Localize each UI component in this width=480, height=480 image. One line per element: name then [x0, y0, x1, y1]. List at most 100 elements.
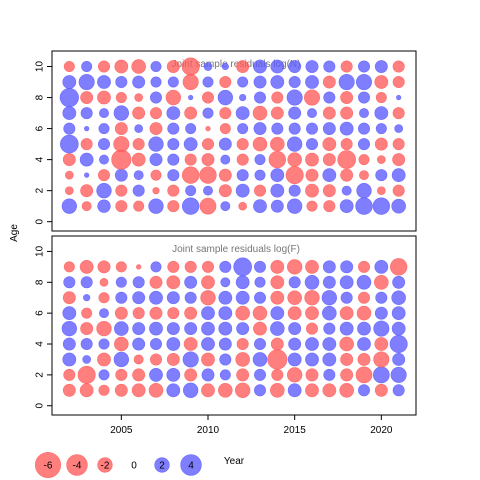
- residual-bubble: [304, 290, 320, 306]
- residual-bubble: [152, 187, 160, 195]
- y-tick-label: 2: [35, 372, 46, 378]
- residual-bubble: [63, 61, 75, 73]
- residual-bubble: [219, 369, 231, 381]
- residual-bubble: [220, 201, 231, 212]
- residual-bubble: [236, 153, 249, 166]
- residual-bubble: [340, 91, 354, 105]
- residual-bubble: [305, 122, 318, 135]
- residual-bubble: [181, 197, 200, 215]
- residual-bubble: [61, 198, 77, 214]
- residual-bubble: [254, 368, 267, 381]
- residual-bubble: [98, 123, 110, 135]
- residual-bubble: [357, 91, 370, 104]
- residual-bubble: [79, 152, 94, 167]
- residual-bubble: [201, 275, 215, 290]
- residual-bubble: [114, 383, 128, 397]
- residual-bubble: [359, 108, 369, 119]
- residual-bubble: [99, 154, 109, 165]
- residual-bubble: [150, 61, 162, 73]
- residual-bubble: [305, 322, 318, 335]
- residual-bubble: [254, 169, 266, 181]
- residual-bubble: [150, 169, 162, 181]
- residual-bubble: [166, 368, 181, 382]
- residual-bubble: [150, 107, 163, 120]
- residual-bubble: [305, 60, 319, 73]
- residual-bubble: [375, 123, 387, 135]
- residual-bubble: [374, 106, 389, 120]
- residual-bubble: [236, 322, 250, 336]
- residual-bubble: [270, 136, 285, 152]
- residual-bubble: [218, 321, 233, 336]
- residual-bubble: [323, 60, 336, 73]
- residual-bubble: [322, 75, 336, 89]
- residual-bubble: [239, 93, 247, 102]
- residual-bubble: [339, 336, 354, 352]
- residual-bubble: [167, 169, 180, 182]
- residual-bubble: [131, 383, 146, 398]
- residual-bubble: [270, 75, 285, 89]
- residual-bubble: [339, 321, 354, 336]
- residual-bubble: [340, 60, 353, 73]
- residual-bubble: [285, 166, 304, 185]
- residual-bubble: [235, 106, 250, 120]
- residual-bubble: [305, 368, 319, 382]
- residual-bubble: [113, 136, 130, 153]
- residual-bubble: [391, 168, 406, 183]
- residual-bubble: [114, 336, 129, 352]
- residual-bubble: [218, 383, 233, 398]
- residual-bubble: [165, 89, 181, 106]
- residual-bubble: [62, 106, 77, 120]
- residual-bubble: [323, 91, 336, 104]
- y-tick-label: 8: [35, 94, 46, 100]
- residual-bubble: [322, 168, 337, 183]
- residual-bubble: [270, 275, 285, 290]
- panel-title: Joint sample residuals log(F): [172, 244, 300, 255]
- residual-bubble: [271, 91, 284, 104]
- residual-bubble: [166, 291, 180, 305]
- residual-bubble: [322, 260, 336, 274]
- residual-bubble: [322, 184, 336, 198]
- residual-bubble: [182, 74, 199, 91]
- residual-bubble: [203, 185, 213, 196]
- y-tick-label: 2: [35, 187, 46, 193]
- residual-bubble: [323, 368, 336, 381]
- residual-bubble: [84, 125, 90, 132]
- residual-bubble: [304, 275, 320, 290]
- residual-bubble: [339, 275, 354, 290]
- residual-bubble: [218, 168, 232, 182]
- residual-bubble: [167, 307, 180, 320]
- residual-bubble: [374, 60, 388, 73]
- residual-bubble: [182, 351, 199, 368]
- residual-bubble: [322, 305, 337, 321]
- residual-bubble: [185, 185, 197, 197]
- residual-bubble: [166, 60, 180, 73]
- residual-bubble: [356, 305, 372, 321]
- residual-bubble: [322, 383, 337, 398]
- residual-bubble: [396, 94, 402, 101]
- residual-bubble: [98, 369, 110, 381]
- residual-bubble: [270, 306, 285, 321]
- residual-bubble: [77, 365, 96, 384]
- residual-bubble: [149, 153, 163, 167]
- residual-bubble: [305, 352, 319, 367]
- residual-bubble: [131, 59, 146, 74]
- x-tick-label: 2010: [197, 425, 220, 436]
- residual-bubble: [115, 184, 128, 197]
- residual-bubble: [218, 137, 232, 151]
- residual-bubble: [184, 368, 198, 382]
- residual-bubble: [233, 257, 252, 277]
- residual-bubble: [287, 136, 303, 152]
- residual-bubble: [97, 260, 111, 274]
- legend-label: 4: [188, 461, 194, 472]
- residual-bubble: [305, 259, 319, 274]
- plot-frame: [51, 50, 417, 232]
- residual-bubble: [132, 276, 145, 289]
- residual-bubble: [286, 89, 303, 106]
- residual-bubble: [80, 322, 94, 336]
- residual-bubble: [184, 275, 198, 289]
- residual-bubble: [392, 153, 406, 167]
- y-tick-label: 8: [35, 279, 46, 285]
- residual-bubble: [374, 306, 388, 320]
- residual-bubble: [79, 259, 94, 274]
